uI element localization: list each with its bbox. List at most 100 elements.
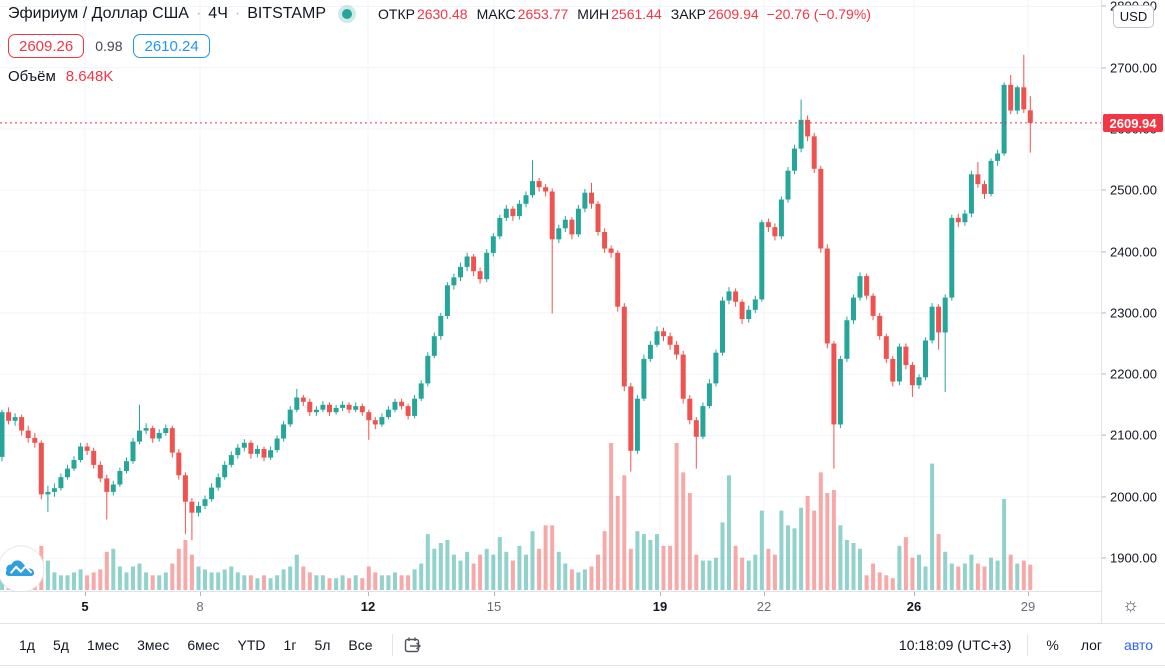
candle-body: [490, 236, 496, 253]
volume-bar: [982, 566, 987, 590]
candle-body: [589, 192, 594, 204]
candle-body: [405, 406, 411, 416]
candle-body: [0, 412, 5, 457]
calendar-arrow-icon: [404, 637, 421, 652]
candle-body: [464, 256, 470, 267]
volume-bar: [451, 554, 456, 590]
candle-body: [864, 276, 870, 296]
gear-icon[interactable]: ☼: [1122, 595, 1140, 616]
tick-mark: [1102, 373, 1106, 375]
volume-bar: [772, 554, 777, 590]
volume-label[interactable]: Объём: [8, 68, 56, 85]
candle-body: [222, 464, 228, 478]
candle-body: [955, 217, 961, 223]
tick-mark: [1102, 312, 1106, 314]
candle-body: [739, 301, 745, 319]
candle-body: [687, 398, 693, 421]
tick-mark: [85, 592, 86, 596]
candle-body: [792, 148, 797, 171]
range-button-6мес[interactable]: 6мес: [178, 632, 228, 658]
candle-body: [189, 501, 195, 513]
candle-body: [124, 461, 129, 471]
tick-mark: [200, 592, 201, 596]
provider-logo[interactable]: [0, 545, 47, 595]
candle-body: [785, 170, 791, 200]
time-axis-label: 12: [360, 599, 376, 614]
go-to-date-button[interactable]: [403, 635, 423, 655]
candle-body: [942, 297, 948, 333]
range-button-1д[interactable]: 1д: [10, 632, 44, 658]
low-label: МИН: [577, 6, 610, 22]
volume-bar: [137, 563, 142, 590]
candle-body: [117, 471, 123, 485]
candle-body: [1021, 87, 1027, 110]
volume-bar: [360, 578, 365, 590]
candlestick-chart[interactable]: [0, 0, 1101, 591]
range-button-1г[interactable]: 1г: [275, 632, 306, 658]
volume-bar: [668, 545, 673, 590]
price-axis[interactable]: 2800.002700.002600.002500.002400.002300.…: [1101, 0, 1165, 623]
volume-bar: [831, 490, 836, 590]
market-status-dot[interactable]: [342, 9, 353, 19]
volume-bar: [681, 472, 686, 590]
volume-bar: [235, 572, 240, 590]
candle-body: [346, 404, 352, 410]
time-axis-label: 8: [196, 599, 204, 614]
candle-body: [477, 271, 483, 280]
open-label: ОТКР: [378, 6, 415, 22]
time-axis[interactable]: 5 8 12 15 19 22 26 29: [0, 591, 1101, 624]
candle-body: [896, 346, 902, 382]
volume-bar: [1021, 560, 1026, 590]
volume-bar: [576, 572, 581, 590]
close-value: 2609.94: [708, 6, 759, 22]
candle-body: [91, 450, 97, 465]
volume-bar: [262, 575, 266, 590]
auto-scale-toggle[interactable]: авто: [1124, 636, 1153, 653]
volume-bar: [753, 554, 758, 590]
candle-body: [674, 344, 680, 355]
range-button-ytd[interactable]: YTD: [229, 632, 275, 658]
candle-body: [968, 174, 974, 214]
interval-label[interactable]: 4Ч: [208, 5, 228, 22]
log-scale-toggle[interactable]: лог: [1080, 636, 1103, 653]
range-button-5д[interactable]: 5д: [44, 632, 78, 658]
candle-body: [412, 398, 418, 416]
candle-body: [372, 420, 378, 425]
volume-bar: [674, 443, 679, 590]
candle-body: [549, 191, 555, 240]
tick-mark: [1028, 592, 1029, 596]
volume-bar: [707, 560, 712, 590]
range-button-5л[interactable]: 5л: [305, 632, 339, 658]
buy-price-button[interactable]: 2610.24: [133, 34, 210, 58]
tick-mark: [494, 592, 495, 596]
candle-body: [156, 433, 162, 439]
tick-mark: [1102, 251, 1106, 253]
candle-body: [975, 174, 981, 185]
candle-body: [431, 336, 437, 356]
candle-body: [805, 119, 811, 137]
candle-body: [523, 195, 529, 204]
clock[interactable]: 10:18:09 (UTC+3): [898, 636, 1012, 653]
candle-body: [883, 336, 889, 359]
high-label: МАКС: [476, 6, 516, 22]
percent-scale-toggle[interactable]: %: [1046, 636, 1059, 653]
exchange-label[interactable]: BITSTAMP: [247, 5, 327, 22]
volume-bar: [510, 560, 515, 590]
volume-bar: [877, 572, 882, 590]
sell-price-button[interactable]: 2609.26: [8, 34, 85, 58]
volume-bar: [327, 578, 332, 590]
range-button-3мес[interactable]: 3мес: [128, 632, 178, 658]
volume-bar: [366, 566, 371, 590]
volume-bar: [98, 569, 103, 590]
symbol-title[interactable]: Эфириум / Доллар США: [8, 5, 189, 22]
volume-bar: [943, 551, 948, 590]
volume-bar: [85, 575, 90, 590]
range-button-все[interactable]: Все: [339, 632, 381, 658]
candle-body: [811, 136, 817, 169]
range-button-1мес[interactable]: 1мес: [78, 632, 128, 658]
candle-body: [516, 203, 522, 217]
currency-button[interactable]: USD: [1113, 5, 1154, 28]
volume-bar: [373, 572, 378, 590]
candle-body: [254, 449, 260, 454]
price-axis-label: 2000.00: [1102, 489, 1157, 504]
